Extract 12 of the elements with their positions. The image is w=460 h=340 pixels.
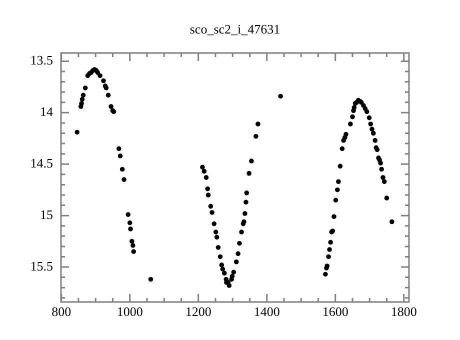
x-tick-label: 1600 <box>322 304 348 320</box>
x-tick-label: 1000 <box>116 304 143 320</box>
chart-title: sco_sc2_i_47631 <box>190 21 280 36</box>
y-tick-label: 15.5 <box>30 258 53 274</box>
x-tick-label: 1400 <box>254 304 280 320</box>
y-tick-label: 13.5 <box>30 52 53 68</box>
y-tick-label: 14.5 <box>30 156 53 171</box>
x-tick-label: 1200 <box>185 304 212 320</box>
x-tick-label: 1800 <box>390 304 417 320</box>
x-tick-label: 800 <box>52 304 72 320</box>
y-tick-label: 15 <box>40 206 53 222</box>
y-tick-label: 14 <box>40 104 54 120</box>
